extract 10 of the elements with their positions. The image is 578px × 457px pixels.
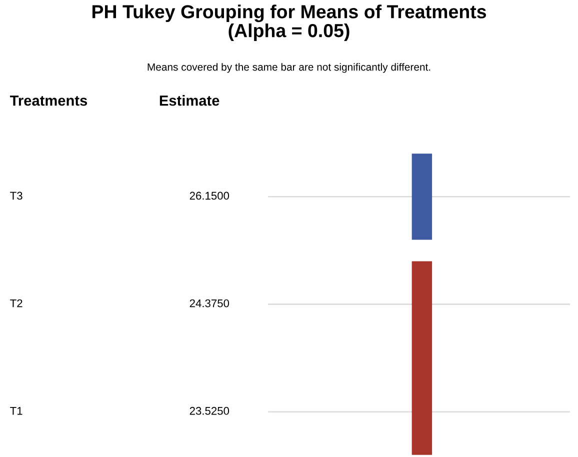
category-label: T2	[10, 299, 22, 308]
text: Treatments	[10, 96, 88, 106]
category-label: T3	[10, 192, 22, 200]
data-label: 23.5250	[190, 406, 230, 415]
category-label: T1	[10, 407, 22, 415]
text: PH Tukey Grouping for Means of Treatments (Alpha = 0.05)	[92, 4, 486, 41]
text: Means covered by the same bar are not significantly different.	[148, 63, 430, 73]
text: Estimate	[160, 95, 220, 106]
data-label: 26.1500	[190, 192, 230, 200]
data-label: 24.3750	[190, 299, 230, 308]
